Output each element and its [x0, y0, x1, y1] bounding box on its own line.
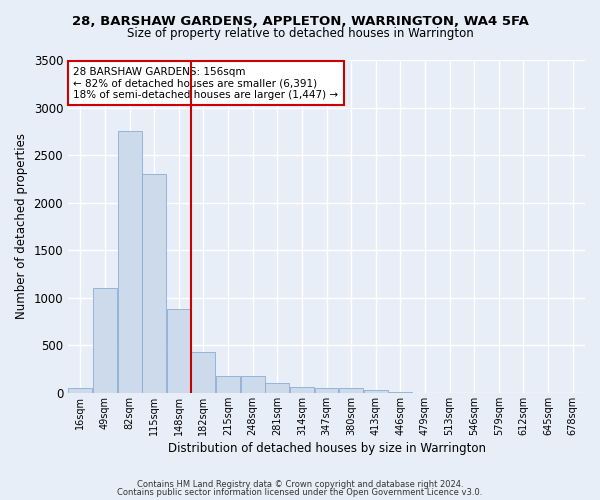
Bar	[290, 386, 314, 393]
Bar	[265, 384, 289, 393]
Bar	[339, 388, 363, 393]
Text: 28 BARSHAW GARDENS: 156sqm
← 82% of detached houses are smaller (6,391)
18% of s: 28 BARSHAW GARDENS: 156sqm ← 82% of deta…	[73, 66, 338, 100]
Text: Contains public sector information licensed under the Open Government Licence v3: Contains public sector information licen…	[118, 488, 482, 497]
Bar	[167, 309, 191, 393]
Bar	[241, 376, 265, 393]
Bar	[142, 174, 166, 393]
Bar	[93, 288, 117, 393]
Y-axis label: Number of detached properties: Number of detached properties	[15, 134, 28, 320]
Bar	[388, 392, 412, 393]
Bar	[216, 376, 240, 393]
Bar	[191, 352, 215, 393]
Text: 28, BARSHAW GARDENS, APPLETON, WARRINGTON, WA4 5FA: 28, BARSHAW GARDENS, APPLETON, WARRINGTO…	[71, 15, 529, 28]
X-axis label: Distribution of detached houses by size in Warrington: Distribution of detached houses by size …	[167, 442, 485, 455]
Text: Contains HM Land Registry data © Crown copyright and database right 2024.: Contains HM Land Registry data © Crown c…	[137, 480, 463, 489]
Text: Size of property relative to detached houses in Warrington: Size of property relative to detached ho…	[127, 28, 473, 40]
Bar	[364, 390, 388, 393]
Bar	[68, 388, 92, 393]
Bar	[118, 132, 142, 393]
Bar	[314, 388, 338, 393]
